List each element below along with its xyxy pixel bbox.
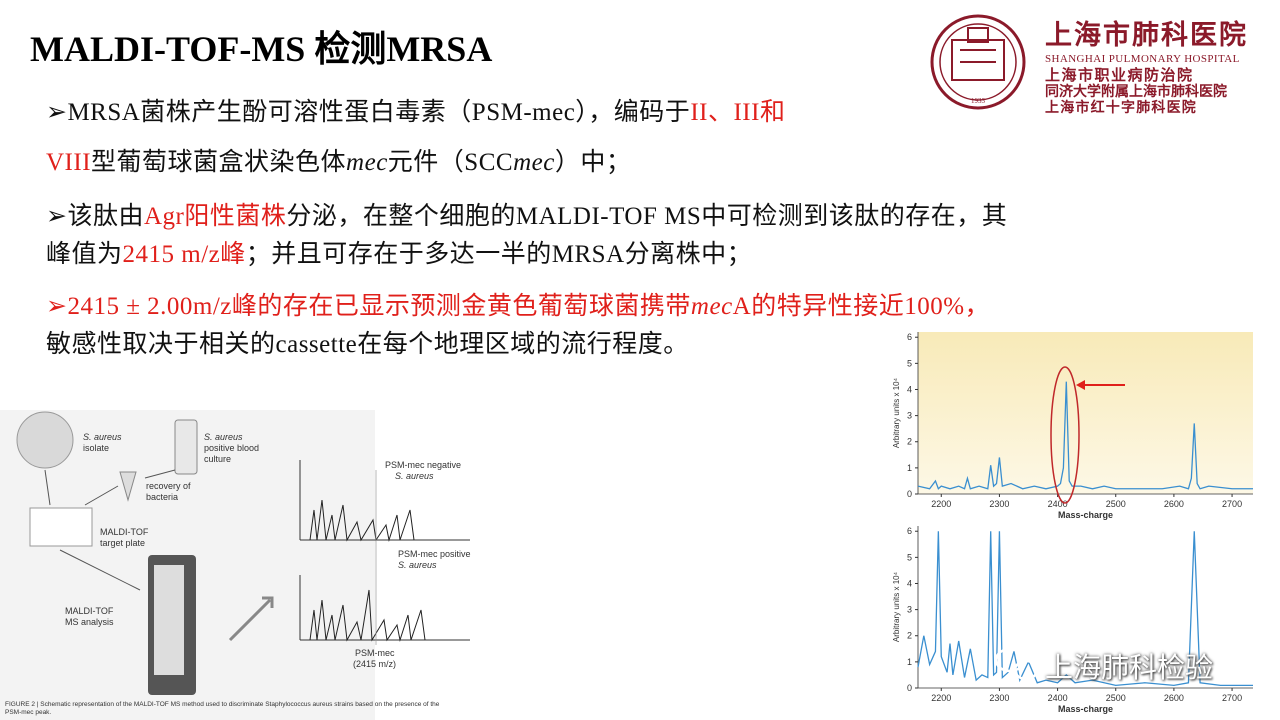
bullet-line: VIII型葡萄球菌盒状染色体mec元件（SCCmec）中； [46,142,631,178]
bullet-line: ➢2415 ± 2.00m/z峰的存在已显示预测金黄色葡萄球菌携带mecA的特异… [46,286,990,322]
figure-label: (2415 m/z) [353,659,396,669]
schematic-figure: S. aureus isolate S. aureus positive blo… [0,410,471,720]
y-tick-label: 0 [907,683,912,693]
x-tick-label: 2600 [1164,499,1184,509]
y-tick-label: 6 [907,526,912,536]
figure-label: MALDI-TOF [100,527,149,537]
figure-label: recovery of [146,481,191,491]
y-tick-label: 4 [907,384,912,394]
figure-label: PSM-mec positive [398,549,471,559]
y-tick-label: 4 [907,578,912,588]
figure-label: culture [204,454,231,464]
text-run: 元件（SCC [387,149,514,176]
x-tick-label: 2300 [989,693,1009,703]
figure-label: S. aureus [398,560,437,570]
x-tick-label: 2300 [989,499,1009,509]
x-tick-label: 2500 [1106,693,1126,703]
y-tick-label: 3 [907,605,912,615]
x-tick-label: 2700 [1222,499,1242,509]
x-tick-label: 2200 [931,499,951,509]
figure-label: target plate [100,538,145,548]
figure-caption: PSM-mec peak. [5,709,51,716]
text-run: ；并且可存在于多达一半的MRSA分离株中； [245,241,753,268]
text-run: A的特异性接近100%， [732,293,991,320]
figure-label: isolate [83,443,109,453]
spectrum-line [917,381,1253,490]
y-tick-label: 5 [907,358,912,368]
arrowhead [1076,380,1085,390]
y-tick-label: 6 [907,332,912,342]
x-tick-label: 2500 [1106,499,1126,509]
text-run: Agr阳性菌株 [143,203,287,230]
text-run: ➢该肽由 [46,203,144,230]
figure-label: bacteria [146,492,178,502]
text-run: mec [346,149,388,176]
text-run: mec [690,293,733,320]
text-run: ）中； [554,149,632,176]
figure-label: S. aureus [83,432,122,442]
bullet-line: 敏感性取决于相关的cassette在每个地理区域的流行程度。 [46,324,689,360]
bullet-line: ➢该肽由Agr阳性菌株分泌，在整个细胞的MALDI-TOF MS中可检测到该肽的… [46,196,1007,232]
y-axis-label: Arbitrary units x 10⁴ [892,377,901,448]
figure-label: MS analysis [65,617,114,627]
text-run: ➢MRSA菌株产生酚可溶性蛋白毒素（PSM-mec），编码于 [46,99,691,126]
figure-label: S. aureus [395,471,434,481]
y-tick-label: 5 [907,552,912,562]
figure-label: PSM-mec [355,648,395,658]
logo-line: 同济大学附属上海市肺科医院 [1045,83,1227,100]
spectrum-line [917,531,1253,687]
plot-area [918,332,1253,494]
text-run: 型葡萄球菌盒状染色体 [91,149,347,176]
figure-caption: FIGURE 2 | Schematic representation of t… [5,701,440,708]
text-run: 分泌，在整个细胞的MALDI-TOF MS中可检测到该肽的存在，其 [286,203,1008,230]
text-run: ➢2415 ± 2.00m/z峰的存在已显示预测金黄色葡萄球菌携带 [46,293,691,320]
slide-title: MALDI-TOF-MS 检测MRSA [30,29,493,69]
y-tick-label: 0 [907,489,912,499]
text-run: 2415 m/z峰 [122,241,246,268]
logo-line: 上海市职业病防治院 [1045,66,1194,84]
y-tick-label: 3 [907,411,912,421]
x-tick-label: 2200 [931,693,951,703]
text-run: 敏感性取决于相关的cassette在每个地理区域的流行程度。 [46,331,689,358]
wechat-icon [994,647,1039,681]
x-tick-label: 2700 [1222,693,1242,703]
x-axis-label: Mass-charge [1058,704,1113,714]
watermark: 上海肺科检验 [1045,651,1214,684]
spectra: 0 1 2 3 4 5 6 2200 2300 2400 2500 2600 2700 Mass-char… [892,332,1253,714]
logo-english: SHANGHAI PULMONARY HOSPITAL [1045,53,1240,65]
text-run: mec [513,149,555,176]
x-axis-label: Mass-charge [1058,510,1113,520]
highlight-ellipse [1050,366,1080,504]
y-axis-label: Arbitrary units x 10⁴ [892,571,901,642]
logo-name: 上海市肺科医院 [1045,19,1248,50]
bullet-line: ➢MRSA菌株产生酚可溶性蛋白毒素（PSM-mec），编码于II、III和 [46,92,785,128]
x-tick-label: 2600 [1164,693,1184,703]
figure-label: S. aureus [204,432,243,442]
y-tick-label: 2 [907,631,912,641]
figure-label: positive blood [204,443,259,453]
figure-label: MALDI-TOF [65,606,114,616]
x-tick-label: 2400 [1048,693,1068,703]
y-tick-label: 2 [907,437,912,447]
logo-emblem: 1933 [930,14,1026,110]
logo-year: 1933 [971,97,986,105]
bullet-line: 峰值为2415 m/z峰；并且可存在于多达一半的MRSA分离株中； [46,234,752,270]
x-tick-label: 2400 [1048,499,1068,509]
text-run: II、III和 [690,99,786,126]
figure-label: PSM-mec negative [385,460,461,470]
text-run: 峰值为 [46,241,123,268]
text-run: VIII [46,149,92,176]
y-tick-label: 1 [907,657,912,667]
y-tick-label: 1 [907,463,912,473]
logo-line: 上海市红十字肺科医院 [1045,99,1197,116]
